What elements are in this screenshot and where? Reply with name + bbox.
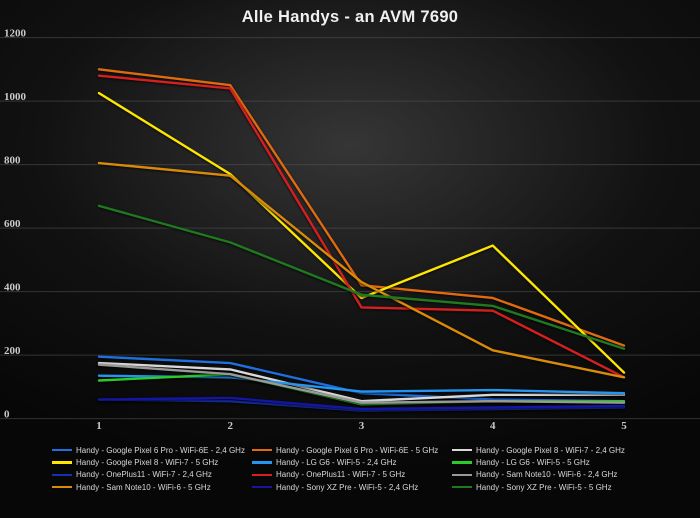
svg-text:200: 200 — [4, 345, 21, 357]
svg-text:1200: 1200 — [4, 28, 27, 40]
svg-text:1: 1 — [96, 420, 102, 432]
svg-text:2: 2 — [228, 420, 234, 432]
svg-text:5: 5 — [621, 420, 627, 432]
svg-text:0: 0 — [4, 409, 10, 421]
svg-text:3: 3 — [359, 420, 365, 432]
svg-text:1000: 1000 — [4, 91, 27, 103]
svg-text:800: 800 — [4, 155, 21, 167]
svg-text:4: 4 — [490, 420, 496, 432]
svg-text:400: 400 — [4, 282, 21, 294]
svg-text:600: 600 — [4, 218, 21, 230]
